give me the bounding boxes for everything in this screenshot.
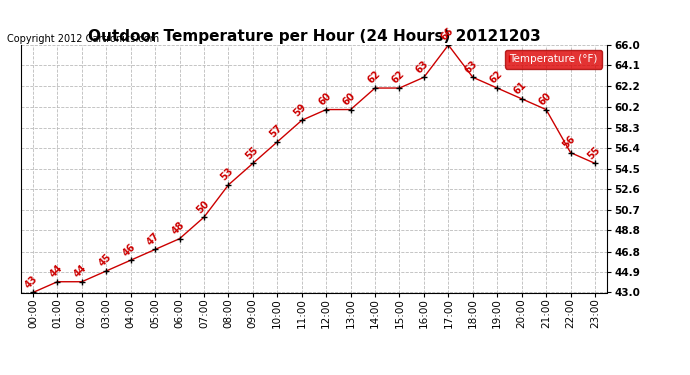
- Text: 57: 57: [268, 123, 284, 140]
- Text: 45: 45: [97, 252, 113, 269]
- Text: 62: 62: [488, 69, 504, 86]
- Text: Copyright 2012 Cartronics.com: Copyright 2012 Cartronics.com: [7, 34, 159, 44]
- Text: 55: 55: [585, 145, 602, 161]
- Text: 47: 47: [146, 231, 162, 247]
- Title: Outdoor Temperature per Hour (24 Hours) 20121203: Outdoor Temperature per Hour (24 Hours) …: [88, 29, 540, 44]
- Text: 59: 59: [292, 102, 308, 118]
- Text: 63: 63: [414, 58, 431, 75]
- Text: 53: 53: [219, 166, 235, 183]
- Legend: Temperature (°F): Temperature (°F): [505, 50, 602, 69]
- Text: 48: 48: [170, 220, 186, 237]
- Text: 46: 46: [121, 242, 137, 258]
- Text: 50: 50: [195, 198, 211, 215]
- Text: 61: 61: [512, 80, 529, 97]
- Text: 62: 62: [390, 69, 406, 86]
- Text: 44: 44: [72, 263, 89, 280]
- Text: 44: 44: [48, 263, 64, 280]
- Text: 66: 66: [439, 26, 455, 43]
- Text: 43: 43: [23, 274, 40, 290]
- Text: 60: 60: [341, 91, 357, 107]
- Text: 62: 62: [365, 69, 382, 86]
- Text: 63: 63: [463, 58, 480, 75]
- Text: 56: 56: [561, 134, 578, 150]
- Text: 55: 55: [243, 145, 259, 161]
- Text: 60: 60: [536, 91, 553, 107]
- Text: 60: 60: [317, 91, 333, 107]
